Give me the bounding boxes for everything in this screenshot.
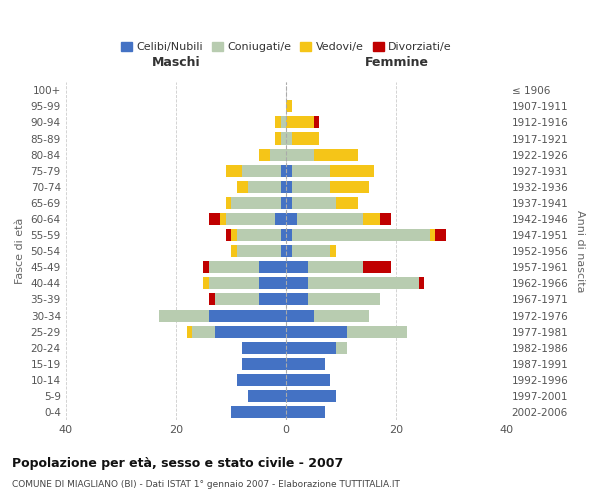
Y-axis label: Anni di nascita: Anni di nascita (575, 210, 585, 292)
Bar (236, 229, 281, 241)
Bar (281, 229, 286, 241)
Bar (308, 278, 419, 289)
Bar (248, 181, 281, 193)
Bar (236, 374, 286, 386)
Bar (286, 132, 292, 144)
Text: COMUNE DI MIAGLIANO (BI) - Dati ISTAT 1° gennaio 2007 - Elaborazione TUTTITALIA.: COMUNE DI MIAGLIANO (BI) - Dati ISTAT 1°… (12, 480, 400, 489)
Bar (286, 213, 297, 225)
Bar (286, 148, 314, 160)
Bar (314, 148, 358, 160)
Bar (308, 294, 380, 306)
Bar (331, 181, 369, 193)
Bar (347, 326, 407, 338)
Bar (331, 164, 374, 176)
Bar (286, 326, 347, 338)
Bar (286, 390, 336, 402)
Bar (336, 197, 358, 209)
Bar (259, 148, 269, 160)
Bar (259, 278, 286, 289)
Bar (220, 213, 226, 225)
Bar (292, 164, 331, 176)
Bar (209, 261, 259, 274)
Bar (203, 261, 209, 274)
Bar (292, 197, 336, 209)
Bar (231, 197, 281, 209)
Bar (281, 197, 286, 209)
Bar (269, 148, 286, 160)
Bar (231, 229, 236, 241)
Bar (215, 326, 286, 338)
Bar (286, 116, 314, 128)
Bar (297, 213, 364, 225)
Bar (215, 294, 259, 306)
Bar (336, 342, 347, 354)
Bar (281, 181, 286, 193)
Bar (226, 164, 242, 176)
Text: Popolazione per età, sesso e stato civile - 2007: Popolazione per età, sesso e stato civil… (12, 458, 343, 470)
Bar (286, 278, 308, 289)
Bar (187, 326, 193, 338)
Bar (275, 213, 286, 225)
Bar (259, 294, 286, 306)
Bar (209, 310, 286, 322)
Bar (364, 261, 391, 274)
Y-axis label: Fasce di età: Fasce di età (15, 218, 25, 284)
Bar (286, 294, 308, 306)
Bar (419, 278, 424, 289)
Bar (286, 406, 325, 418)
Bar (430, 229, 435, 241)
Bar (331, 245, 336, 257)
Bar (292, 229, 430, 241)
Text: Femmine: Femmine (364, 56, 428, 70)
Text: Maschi: Maschi (152, 56, 200, 70)
Bar (292, 245, 331, 257)
Bar (286, 100, 292, 112)
Bar (259, 261, 286, 274)
Bar (275, 132, 281, 144)
Bar (242, 342, 286, 354)
Bar (275, 116, 281, 128)
Bar (160, 310, 209, 322)
Bar (314, 310, 369, 322)
Bar (314, 116, 319, 128)
Bar (286, 197, 292, 209)
Bar (380, 213, 391, 225)
Bar (286, 310, 314, 322)
Bar (292, 181, 331, 193)
Bar (281, 164, 286, 176)
Bar (281, 116, 286, 128)
Bar (286, 245, 292, 257)
Bar (286, 358, 325, 370)
Legend: Celibi/Nubili, Coniugati/e, Vedovi/e, Divorziati/e: Celibi/Nubili, Coniugati/e, Vedovi/e, Di… (116, 37, 456, 56)
Bar (236, 245, 281, 257)
Bar (231, 406, 286, 418)
Bar (203, 278, 209, 289)
Bar (364, 213, 380, 225)
Bar (248, 390, 286, 402)
Bar (242, 358, 286, 370)
Bar (292, 132, 319, 144)
Bar (286, 229, 292, 241)
Bar (209, 278, 259, 289)
Bar (231, 245, 236, 257)
Bar (226, 213, 275, 225)
Bar (236, 181, 248, 193)
Bar (281, 245, 286, 257)
Bar (226, 197, 231, 209)
Bar (193, 326, 215, 338)
Bar (286, 342, 336, 354)
Bar (435, 229, 446, 241)
Bar (286, 181, 292, 193)
Bar (281, 132, 286, 144)
Bar (308, 261, 364, 274)
Bar (286, 164, 292, 176)
Bar (226, 229, 231, 241)
Bar (209, 213, 220, 225)
Bar (209, 294, 215, 306)
Bar (242, 164, 281, 176)
Bar (286, 261, 308, 274)
Bar (286, 374, 331, 386)
